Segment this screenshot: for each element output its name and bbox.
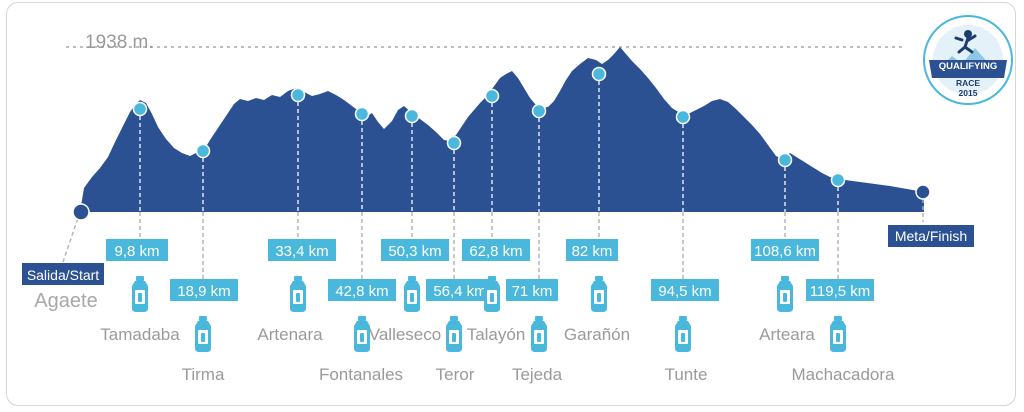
checkpoint-artenara: 33,4 km Artenara bbox=[257, 87, 336, 344]
badge-line-1: QUALIFYING bbox=[939, 61, 998, 72]
checkpoint-marker bbox=[675, 109, 691, 125]
checkpoint-marker bbox=[484, 88, 500, 104]
water-bottle-icon bbox=[591, 276, 607, 312]
distance-label-bg bbox=[751, 239, 819, 261]
checkpoint-name: Machacadora bbox=[791, 365, 895, 384]
water-bottle-icon bbox=[830, 316, 846, 352]
start-point: Salida/Start Agaete bbox=[22, 203, 104, 312]
checkpoint-name: Valleseco bbox=[369, 325, 441, 344]
distance-label: 82 km bbox=[572, 243, 613, 260]
checkpoint-name: Garañón bbox=[564, 325, 630, 344]
checkpoint-teror: 56,4 km Teror bbox=[426, 135, 494, 384]
distance-label: 42,8 km bbox=[335, 283, 388, 300]
checkpoint-machacadora: 119,5 km Machacadora bbox=[791, 172, 895, 384]
checkpoint-marker bbox=[404, 108, 420, 124]
checkpoint-arteara: 108,6 km Arteara bbox=[751, 152, 819, 344]
checkpoint-talayón: 62,8 km Talayón bbox=[462, 88, 530, 344]
distance-label-bg bbox=[462, 239, 530, 261]
start-marker bbox=[72, 203, 90, 221]
water-bottle-icon bbox=[777, 276, 793, 312]
checkpoint-name: Tirma bbox=[182, 365, 225, 384]
finish-point: Meta/Finish bbox=[888, 184, 974, 247]
checkpoint-marker bbox=[446, 135, 462, 151]
distance-label: 33,4 km bbox=[275, 243, 328, 260]
checkpoint-name: Talayón bbox=[467, 325, 526, 344]
checkpoint-tirma: 18,9 km Tirma bbox=[170, 143, 238, 384]
water-bottle-icon bbox=[195, 316, 211, 352]
distance-label-bg bbox=[381, 239, 449, 261]
start-town: Agaete bbox=[34, 290, 97, 312]
checkpoint-marker bbox=[591, 66, 607, 82]
water-bottle-icon bbox=[132, 276, 148, 312]
finish-marker bbox=[915, 184, 931, 200]
start-label: Salida/Start bbox=[27, 267, 99, 283]
max-altitude-label: 1938 m. bbox=[85, 32, 154, 53]
start-guide-line bbox=[62, 211, 81, 263]
checkpoint-marker bbox=[830, 172, 846, 188]
checkpoint-marker bbox=[354, 106, 370, 122]
checkpoint-name: Fontanales bbox=[319, 365, 403, 384]
distance-label: 9,8 km bbox=[114, 243, 159, 260]
distance-label-bg bbox=[268, 239, 336, 261]
checkpoint-marker bbox=[290, 87, 306, 103]
checkpoint-tejeda: 71 km Tejeda bbox=[506, 103, 563, 384]
distance-label: 119,5 km bbox=[810, 283, 871, 300]
distance-label: 94,5 km bbox=[658, 283, 711, 300]
water-bottle-icon bbox=[484, 276, 500, 312]
distance-label-bg bbox=[506, 279, 558, 301]
checkpoint-marker bbox=[777, 152, 793, 168]
checkpoint-tamadaba: 9,8 km Tamadaba bbox=[100, 101, 180, 344]
distance-label-bg bbox=[426, 279, 494, 301]
badge-line-3: 2015 bbox=[959, 88, 978, 98]
checkpoint-garañón: 82 km Garañón bbox=[564, 66, 630, 344]
distance-label: 71 km bbox=[512, 283, 553, 300]
checkpoint-fontanales: 42,8 km Fontanales bbox=[319, 106, 403, 384]
checkpoint-name: Teror bbox=[436, 365, 475, 384]
water-bottle-icon bbox=[446, 316, 462, 352]
checkpoint-name: Tamadaba bbox=[100, 325, 180, 344]
distance-label: 56,4 km bbox=[433, 283, 486, 300]
finish-label: Meta/Finish bbox=[895, 228, 967, 244]
water-bottle-icon bbox=[675, 316, 691, 352]
distance-label-bg bbox=[106, 239, 168, 261]
water-bottle-icon bbox=[404, 276, 420, 312]
checkpoint-marker bbox=[132, 101, 148, 117]
badge-line-2: RACE bbox=[956, 78, 980, 88]
checkpoint-name: Artenara bbox=[257, 325, 323, 344]
checkpoint-valleseco: 50,3 km Valleseco bbox=[369, 108, 449, 344]
elevation-area bbox=[80, 47, 924, 212]
distance-label-bg bbox=[651, 279, 719, 301]
finish-label-bg bbox=[888, 225, 974, 247]
distance-label: 18,9 km bbox=[177, 283, 230, 300]
runner-icon bbox=[964, 30, 972, 38]
distance-label-bg bbox=[806, 279, 874, 301]
distance-label: 108,6 km bbox=[754, 243, 816, 260]
distance-label-bg bbox=[328, 279, 396, 301]
checkpoint-marker bbox=[195, 143, 211, 159]
checkpoint-marker bbox=[531, 103, 547, 119]
checkpoint-name: Arteara bbox=[759, 325, 815, 344]
distance-label: 50,3 km bbox=[388, 243, 441, 260]
water-bottle-icon bbox=[290, 276, 306, 312]
qualifying-race-badge: QUALIFYING RACE 2015 bbox=[922, 14, 1014, 106]
checkpoint-tunte: 94,5 km Tunte bbox=[651, 109, 719, 384]
checkpoint-name: Tunte bbox=[665, 365, 708, 384]
water-bottle-icon bbox=[531, 316, 547, 352]
water-bottle-icon bbox=[354, 316, 370, 352]
checkpoint-name: Tejeda bbox=[512, 365, 563, 384]
distance-label-bg bbox=[566, 239, 618, 261]
distance-label: 62,8 km bbox=[469, 243, 522, 260]
distance-label-bg bbox=[170, 279, 238, 301]
start-label-bg bbox=[22, 263, 104, 285]
